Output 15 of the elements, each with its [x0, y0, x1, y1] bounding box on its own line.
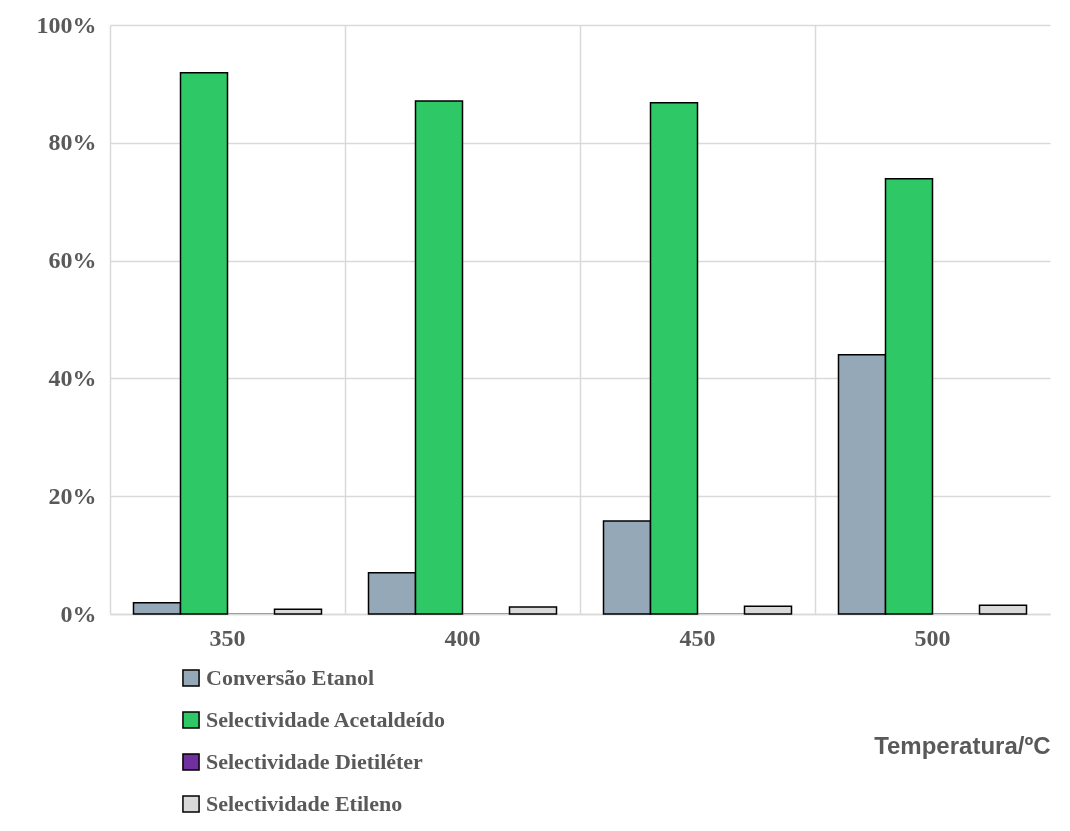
y-tick-label: 100% [36, 11, 97, 38]
y-tick-label: 0% [60, 600, 97, 627]
legend-label: Conversão Etanol [206, 665, 375, 690]
x-axis-title: Temperatura/ºC [874, 731, 1051, 759]
legend-label: Selectividade Dietiléter [206, 749, 424, 774]
y-tick-label: 60% [48, 247, 97, 274]
x-tick-label: 350 [209, 624, 246, 651]
y-tick-label: 40% [48, 364, 97, 391]
x-tick-label: 500 [914, 624, 951, 651]
y-tick-label: 20% [48, 482, 97, 509]
legend-label: Selectividade Etileno [206, 791, 403, 816]
legend-label: Selectividade Acetaldeído [206, 707, 445, 732]
y-tick-label: 80% [48, 129, 97, 156]
x-tick-label: 400 [444, 624, 481, 651]
x-tick-label: 450 [679, 624, 716, 651]
